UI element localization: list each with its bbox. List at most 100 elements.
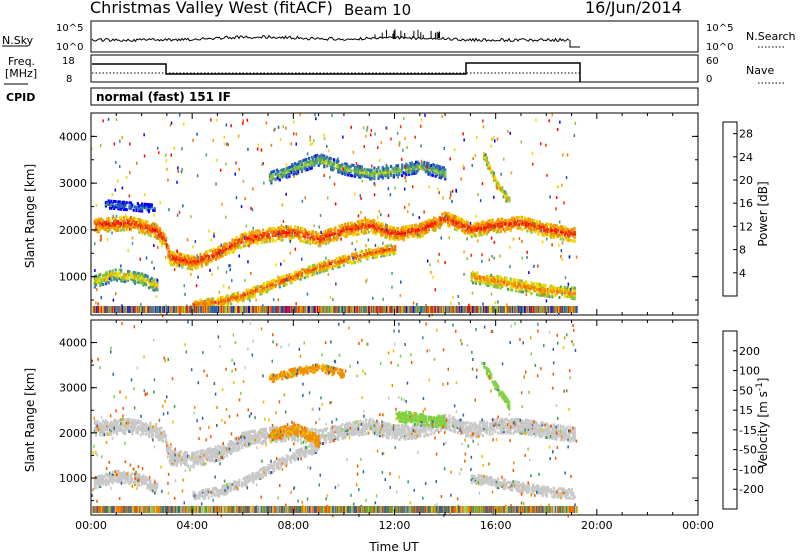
data-cell [118, 427, 121, 431]
data-cell [296, 162, 299, 166]
data-cell [470, 224, 473, 228]
data-cell [223, 248, 226, 252]
data-cell [99, 273, 102, 277]
data-cell [530, 229, 533, 232]
data-cell [423, 160, 426, 164]
data-cell [127, 273, 130, 277]
data-cell [110, 420, 113, 424]
data-cell [306, 271, 309, 275]
data-cell [146, 203, 149, 206]
data-cell [335, 234, 338, 238]
data-cell [227, 294, 230, 298]
data-cell [385, 253, 388, 257]
data-cell [171, 451, 174, 455]
data-cell [281, 279, 284, 283]
data-cell [120, 207, 123, 211]
scatter-cell [194, 240, 197, 243]
data-cell [188, 263, 191, 267]
data-cell [99, 226, 102, 230]
data-cell [335, 260, 338, 264]
data-cell [472, 274, 475, 278]
near-range-cell [143, 306, 146, 313]
near-range-cell [117, 306, 119, 313]
data-cell [485, 221, 489, 225]
data-cell [288, 230, 291, 234]
data-cell [358, 221, 361, 225]
scatter-cell [125, 175, 128, 179]
data-cell [331, 232, 334, 236]
data-cell [352, 261, 355, 265]
near-range-cell [317, 306, 319, 313]
data-cell [565, 227, 568, 231]
data-cell [185, 261, 188, 265]
data-cell [369, 251, 372, 255]
data-cell [274, 178, 277, 182]
near-range-cell [312, 306, 314, 313]
data-cell [156, 283, 159, 286]
scatter-cell [249, 299, 251, 303]
data-cell [367, 173, 370, 177]
scatter-cell [140, 303, 142, 306]
data-cell [551, 236, 554, 239]
data-cell [351, 252, 354, 256]
data-cell [104, 278, 107, 282]
data-cell [559, 285, 562, 289]
data-cell [300, 164, 304, 168]
scatter-cell [460, 177, 462, 181]
data-cell [573, 230, 576, 234]
data-cell [109, 218, 112, 222]
data-cell [483, 220, 486, 224]
scatter-cell [301, 199, 304, 203]
near-range-cell [550, 306, 552, 313]
data-cell [499, 217, 502, 221]
data-cell [389, 243, 393, 247]
data-cell [294, 228, 297, 232]
data-cell [547, 222, 550, 226]
data-cell [134, 425, 137, 429]
data-cell [150, 228, 153, 232]
data-cell [142, 427, 145, 431]
near-range-cell [472, 306, 474, 313]
data-cell [544, 232, 547, 236]
data-cell [117, 202, 120, 206]
data-cell [259, 290, 262, 294]
data-cell [295, 165, 298, 169]
data-cell [324, 233, 327, 237]
data-cell [465, 229, 468, 233]
scatter-cell [412, 301, 415, 305]
data-cell [95, 426, 98, 430]
data-cell [423, 231, 426, 235]
scatter-cell [229, 268, 231, 272]
near-range-cell [475, 306, 477, 313]
data-cell [275, 279, 279, 283]
scatter-cell [448, 236, 450, 240]
data-cell [385, 172, 388, 176]
data-cell [257, 229, 260, 233]
near-range-cell [168, 306, 170, 313]
data-cell [405, 169, 408, 173]
data-cell [427, 228, 430, 231]
data-cell [391, 228, 394, 231]
data-cell [117, 420, 120, 424]
data-cell [289, 237, 292, 241]
data-cell [152, 428, 155, 432]
data-cell [502, 222, 505, 226]
data-cell [463, 232, 466, 235]
data-cell [299, 163, 302, 167]
data-cell [300, 228, 304, 232]
data-cell [213, 300, 216, 304]
data-cell [401, 226, 404, 230]
data-cell [127, 221, 130, 225]
data-cell [150, 276, 153, 280]
scatter-cell [127, 249, 129, 252]
data-cell [312, 239, 315, 243]
data-cell [111, 274, 114, 278]
data-cell [114, 429, 117, 433]
data-cell [455, 217, 458, 221]
data-cell [373, 175, 376, 179]
data-cell [492, 171, 496, 175]
data-cell [260, 234, 263, 238]
data-cell [284, 169, 287, 173]
data-cell [206, 299, 209, 303]
data-cell [395, 232, 398, 236]
